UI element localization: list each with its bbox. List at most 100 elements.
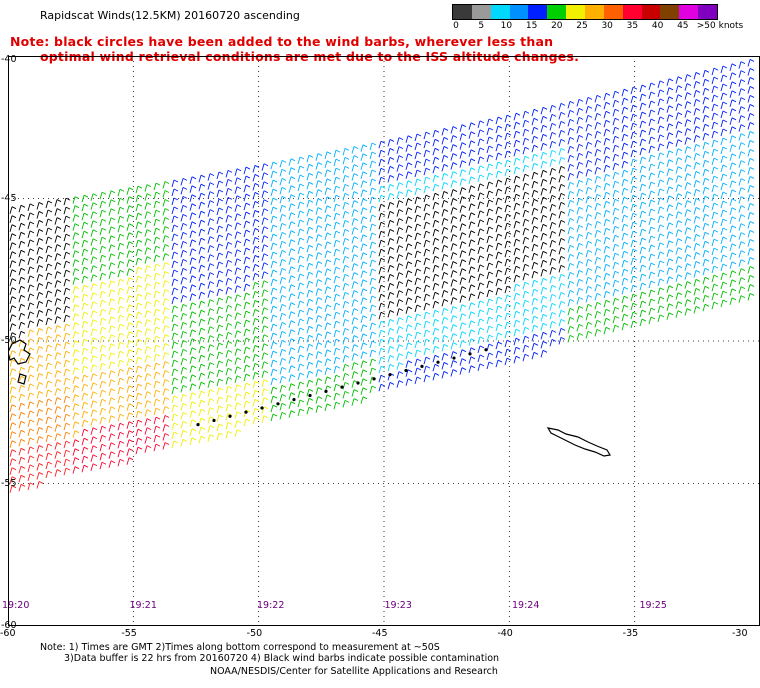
wind-barb [90, 418, 98, 426]
wind-barb [198, 228, 206, 237]
wind-barb [666, 114, 674, 122]
wind-barb [378, 185, 386, 194]
wind-barb [468, 275, 476, 283]
wind-barb [486, 334, 494, 343]
wind-barb [252, 399, 260, 407]
wind-barb [243, 184, 251, 193]
wind-barb [225, 178, 233, 187]
wind-barb [522, 146, 530, 155]
wind-barb [117, 431, 125, 440]
wind-barb [99, 452, 107, 461]
wind-barb [297, 174, 305, 183]
wind-barb [225, 430, 233, 439]
wind-barb [99, 227, 107, 236]
wind-barb [486, 208, 494, 217]
wind-barb [207, 335, 215, 343]
wind-barb [405, 225, 413, 233]
wind-barb [495, 161, 503, 170]
wind-barb [738, 70, 746, 78]
wind-barb [414, 322, 422, 331]
wind-barb [45, 317, 53, 326]
wind-barb [288, 257, 296, 265]
wind-barb [405, 297, 413, 305]
wind-barb [396, 353, 404, 361]
wind-barb [270, 413, 278, 422]
wind-barb [738, 178, 746, 186]
latitude-label: -45 [1, 192, 17, 204]
wind-barb [117, 449, 125, 458]
wind-barb [225, 214, 233, 223]
wind-barb [486, 154, 494, 163]
wind-barb [468, 257, 476, 265]
wind-barb [234, 222, 242, 230]
wind-barb [108, 307, 116, 315]
wind-barb [486, 127, 494, 136]
wind-barb [414, 205, 422, 214]
wind-barb [297, 246, 305, 255]
wind-barb [522, 317, 530, 326]
wind-barb [279, 303, 287, 312]
wind-barb [549, 140, 557, 149]
wind-barb [216, 225, 224, 234]
wind-barb [666, 267, 674, 275]
wind-barb [720, 146, 728, 155]
wind-barb [675, 166, 683, 174]
wind-barb [558, 336, 566, 345]
wind-barb [423, 158, 431, 167]
wind-barb [180, 312, 188, 321]
wind-barb [657, 206, 665, 215]
wind-barb [18, 285, 26, 294]
wind-barb [126, 403, 134, 411]
wind-barb [612, 216, 620, 225]
wind-barb [126, 223, 134, 231]
wind-barb [738, 169, 746, 177]
wind-barb [432, 156, 440, 165]
wind-barb [72, 313, 80, 321]
wind-barb [531, 207, 539, 216]
wind-barb [693, 306, 701, 314]
wind-barb [117, 260, 125, 269]
wind-barb [423, 293, 431, 302]
wind-barb [27, 455, 35, 463]
wind-barb [279, 348, 287, 357]
wind-barb [576, 179, 584, 188]
wind-barb [297, 363, 305, 372]
wind-barb [540, 169, 548, 178]
wind-barb [153, 443, 161, 452]
wind-barb [423, 131, 431, 140]
wind-barb [207, 173, 215, 181]
wind-barb [396, 254, 404, 262]
wind-barb [234, 375, 242, 383]
wind-barb [243, 337, 251, 346]
wind-barb [441, 272, 449, 280]
wind-barb [378, 320, 386, 329]
wind-barb [108, 289, 116, 297]
wind-barb [288, 392, 296, 400]
wind-barb [162, 361, 170, 369]
wind-barb [243, 391, 251, 400]
wind-barb [126, 268, 134, 276]
wind-barb [315, 387, 323, 395]
wind-barb [126, 412, 134, 420]
wind-barb [126, 232, 134, 240]
wind-barb [603, 119, 611, 128]
wind-barb [693, 297, 701, 305]
wind-barb [540, 214, 548, 223]
wind-barb [306, 190, 314, 199]
wind-barb [459, 133, 467, 141]
wind-barb [648, 217, 656, 226]
wind-barb [684, 299, 692, 307]
wind-barb [567, 334, 575, 343]
wind-barb [306, 361, 314, 370]
wind-barb [63, 215, 71, 224]
wind-barb [540, 286, 548, 295]
wind-barb [468, 338, 476, 346]
wind-barb [279, 258, 287, 267]
wind-barb [261, 316, 269, 324]
wind-barb [459, 331, 467, 339]
wind-barb [468, 293, 476, 301]
wind-barb [522, 326, 530, 335]
wind-barb [558, 237, 566, 246]
wind-barb [36, 202, 44, 210]
wind-barb [54, 226, 62, 234]
